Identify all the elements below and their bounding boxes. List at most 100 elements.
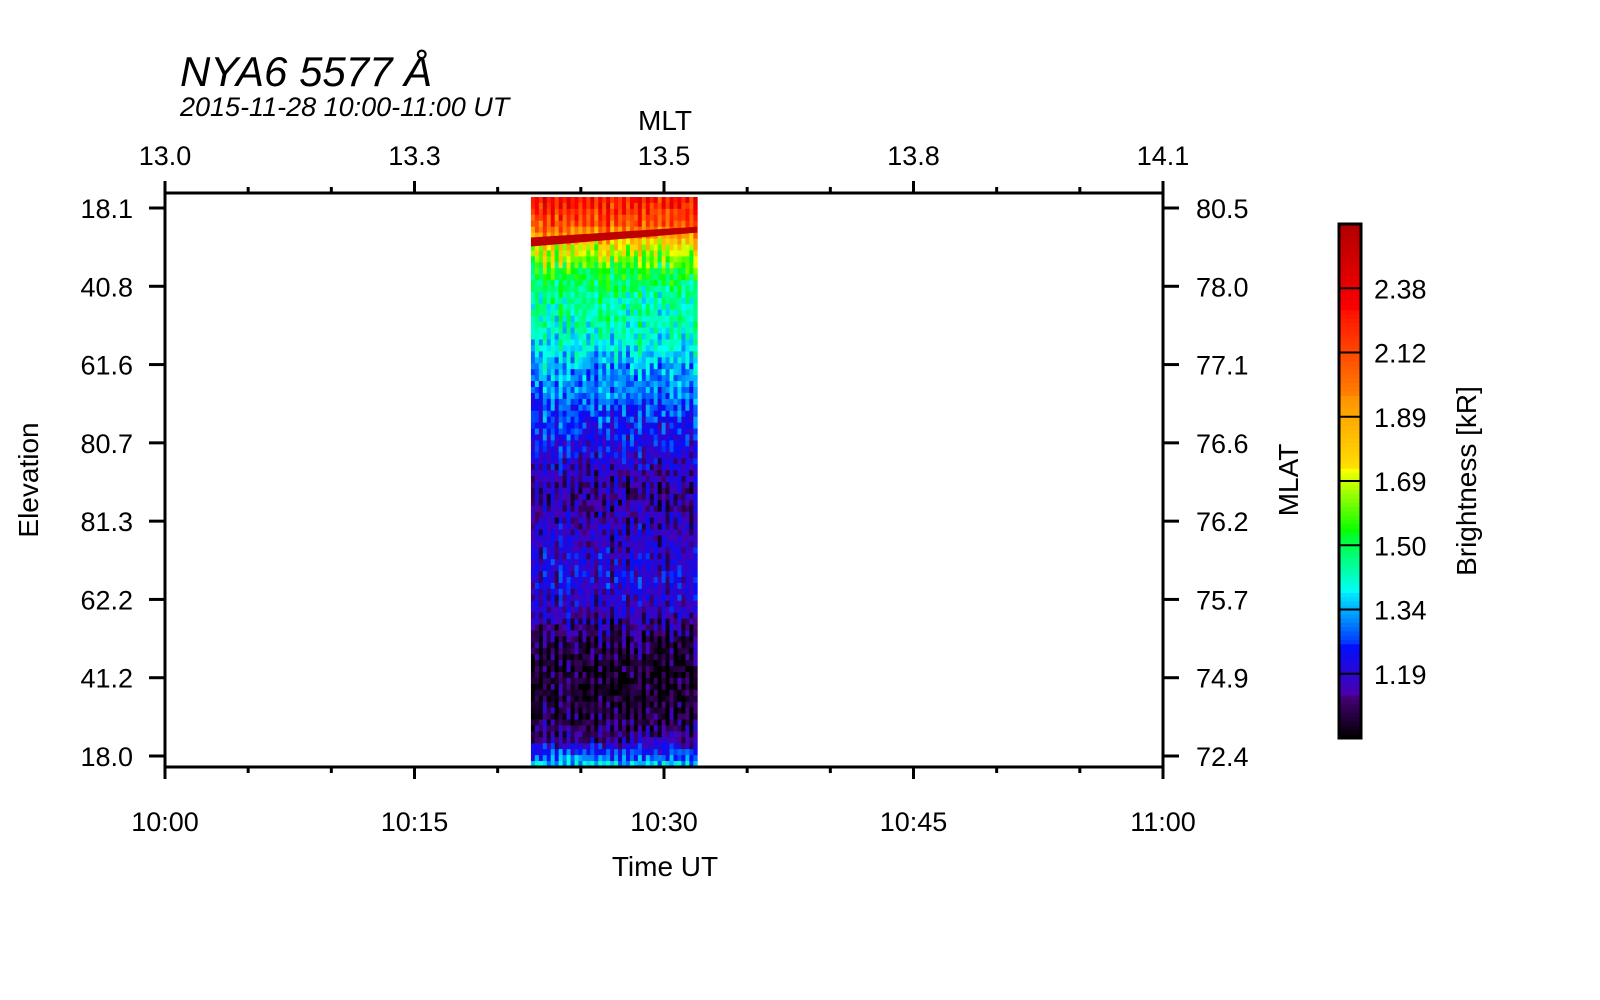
heatmap-cell: [677, 404, 682, 412]
heatmap-cell: [673, 381, 678, 388]
heatmap-cell: [685, 588, 690, 596]
heatmap-cell: [629, 440, 635, 447]
heatmap-cell: [641, 440, 647, 447]
top-tick-label: 13.8: [887, 141, 940, 171]
heatmap-cell: [665, 452, 670, 459]
heatmap-cell: [594, 476, 599, 483]
heatmap-cell: [661, 434, 666, 441]
heatmap-cell: [558, 606, 564, 614]
heatmap-cell: [570, 707, 575, 714]
heatmap-cell: [657, 363, 663, 370]
heatmap-cell: [618, 250, 623, 257]
heatmap-cell: [590, 220, 595, 228]
heatmap-cell: [641, 654, 647, 661]
heatmap-cell: [633, 487, 639, 495]
heatmap-cell: [681, 683, 686, 691]
heatmap-cell: [530, 577, 536, 584]
heatmap-cell: [641, 404, 647, 412]
heatmap-cell: [677, 648, 682, 655]
heatmap-cell: [629, 487, 635, 495]
heatmap-cell: [558, 416, 564, 424]
heatmap-cell: [558, 547, 564, 554]
heatmap-cell: [633, 707, 639, 714]
heatmap-cell: [633, 416, 639, 424]
heatmap-cell: [622, 398, 627, 406]
heatmap-cell: [693, 487, 698, 495]
heatmap-cell: [637, 387, 643, 394]
heatmap-cell: [653, 636, 659, 643]
heatmap-cell: [614, 547, 619, 554]
heatmap-cell: [570, 523, 575, 530]
heatmap-cell: [641, 559, 647, 566]
right-tick-label: 72.4: [1196, 742, 1249, 772]
heatmap-cell: [677, 398, 682, 406]
heatmap-cell: [633, 630, 639, 637]
heatmap-cell: [534, 594, 540, 602]
heatmap-cell: [602, 440, 607, 447]
heatmap-cell: [542, 505, 548, 513]
heatmap-cell: [614, 482, 619, 489]
heatmap-cell: [530, 226, 536, 234]
heatmap-cell: [538, 440, 544, 447]
heatmap-cell: [622, 713, 627, 720]
heatmap-cell: [649, 493, 655, 501]
heatmap-cell: [653, 280, 659, 287]
heatmap-cell: [681, 398, 686, 406]
heatmap-cell: [657, 452, 663, 459]
heatmap-cell: [534, 345, 540, 352]
colorbar-swatch: [1339, 438, 1361, 443]
heatmap-cell: [653, 482, 659, 489]
heatmap-cell: [657, 636, 663, 643]
heatmap-cell: [538, 683, 544, 691]
heatmap-cell: [649, 600, 655, 608]
heatmap-cell: [618, 398, 623, 406]
heatmap-cell: [641, 636, 647, 643]
colorbar-swatch: [1339, 669, 1361, 675]
heatmap-cell: [590, 440, 595, 447]
heatmap-cell: [550, 577, 556, 584]
heatmap-cell: [673, 505, 678, 513]
heatmap-cell: [618, 226, 623, 234]
heatmap-cell: [614, 683, 619, 691]
heatmap-cell: [618, 292, 623, 299]
heatmap-cell: [645, 701, 651, 709]
heatmap-cell: [590, 482, 595, 489]
heatmap-cell: [689, 600, 694, 608]
heatmap-cell: [625, 582, 631, 590]
heatmap-cell: [673, 582, 678, 590]
colorbar-swatch: [1339, 635, 1361, 640]
heatmap-cell: [530, 642, 536, 649]
heatmap-cell: [582, 452, 587, 459]
heatmap-cell: [629, 416, 635, 424]
heatmap-cell: [614, 470, 619, 477]
heatmap-cell: [562, 470, 567, 477]
heatmap-cell: [554, 327, 560, 334]
heatmap-cell: [542, 339, 548, 346]
heatmap-cell: [618, 755, 623, 762]
heatmap-cell: [661, 452, 666, 459]
heatmap-cell: [614, 197, 619, 204]
heatmap-cell: [610, 202, 615, 210]
heatmap-cell: [590, 446, 595, 453]
heatmap-cell: [566, 743, 571, 750]
heatmap-cell: [602, 280, 607, 287]
heatmap-cell: [578, 226, 583, 234]
heatmap-cell: [582, 612, 587, 619]
heatmap-cell: [645, 594, 651, 602]
heatmap-cell: [566, 535, 571, 542]
heatmap-cell: [566, 666, 571, 673]
heatmap-cell: [669, 582, 674, 590]
heatmap-cell: [610, 286, 615, 293]
heatmap-cell: [594, 541, 599, 548]
heatmap-cell: [578, 749, 583, 756]
heatmap-cell: [542, 731, 548, 738]
heatmap-cell: [689, 262, 694, 269]
heatmap-cell: [574, 582, 579, 590]
colorbar-swatch: [1339, 468, 1361, 473]
heatmap-cell: [538, 339, 544, 346]
heatmap-cell: [625, 452, 631, 459]
heatmap-cell: [538, 725, 544, 732]
heatmap-cell: [661, 256, 666, 263]
heatmap-cell: [574, 588, 579, 596]
heatmap-cell: [681, 749, 686, 756]
